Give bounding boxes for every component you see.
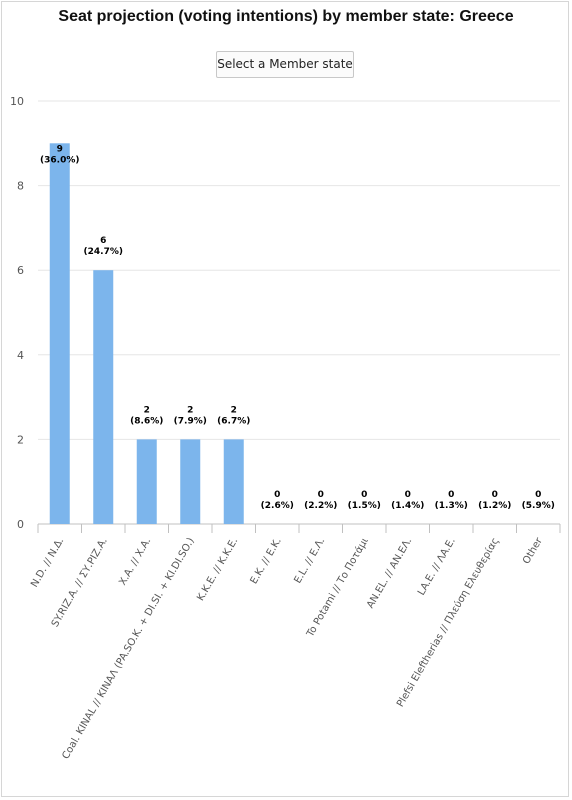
x-tick-label: E.K. // Ε.Κ.: [249, 536, 284, 586]
bar: [223, 439, 244, 524]
x-tick-label: Other: [521, 535, 545, 566]
data-label-percent: (8.6%): [130, 416, 163, 426]
data-label-percent: (24.7%): [84, 247, 123, 257]
data-label-value: 0: [492, 490, 498, 500]
bar: [180, 439, 201, 524]
y-tick-label: 8: [17, 180, 24, 193]
data-label-percent: (7.9%): [174, 416, 207, 426]
x-tick-label: LA.E. // ΛΑ.Ε.: [416, 536, 458, 597]
data-label-percent: (2.6%): [261, 501, 294, 511]
x-tick-label: AN.EL. // ΑΝ.ΕΛ.: [365, 536, 414, 610]
data-label-value: 6: [100, 236, 106, 246]
data-label-value: 2: [231, 405, 237, 415]
data-label-percent: (1.5%): [348, 501, 381, 511]
y-tick-label: 10: [10, 95, 24, 108]
y-tick-label: 6: [17, 264, 24, 277]
x-tick-label: K.K.E. // Κ.Κ.Ε.: [195, 536, 240, 603]
data-label-percent: (1.2%): [478, 501, 511, 511]
y-tick-label: 4: [17, 349, 24, 362]
data-label-percent: (2.2%): [304, 501, 337, 511]
data-label-value: 0: [448, 490, 454, 500]
x-tick-label: N.D. // Ν.Δ.: [29, 536, 66, 589]
data-label-value: 0: [405, 490, 411, 500]
select-member-state-button[interactable]: Select a Member state: [216, 51, 354, 78]
data-label-value: 0: [274, 490, 280, 500]
data-label-value: 0: [318, 490, 324, 500]
x-tick-label: E.L. // Ε.Λ.: [292, 536, 327, 586]
data-label-percent: (6.7%): [217, 416, 250, 426]
bar: [136, 439, 157, 524]
x-tick-label: X.A. // Χ.Α.: [117, 536, 153, 587]
bar: [93, 270, 114, 524]
chart-title: Seat projection (voting intentions) by m…: [58, 8, 514, 25]
data-label-percent: (1.4%): [391, 501, 424, 511]
data-label-value: 9: [57, 144, 63, 154]
data-label-value: 0: [535, 490, 541, 500]
x-tick-label: Plefsi Eleftherias // Πλεύση Ελευθερίας: [394, 536, 501, 710]
y-tick-label: 2: [17, 433, 24, 446]
data-label-percent: (5.9%): [522, 501, 555, 511]
data-label-percent: (1.3%): [435, 501, 468, 511]
data-label-value: 2: [144, 405, 150, 415]
data-label-value: 0: [361, 490, 367, 500]
y-tick-label: 0: [17, 518, 24, 531]
data-label-percent: (36.0%): [40, 155, 79, 165]
data-label-value: 2: [187, 405, 193, 415]
bar: [49, 143, 70, 525]
